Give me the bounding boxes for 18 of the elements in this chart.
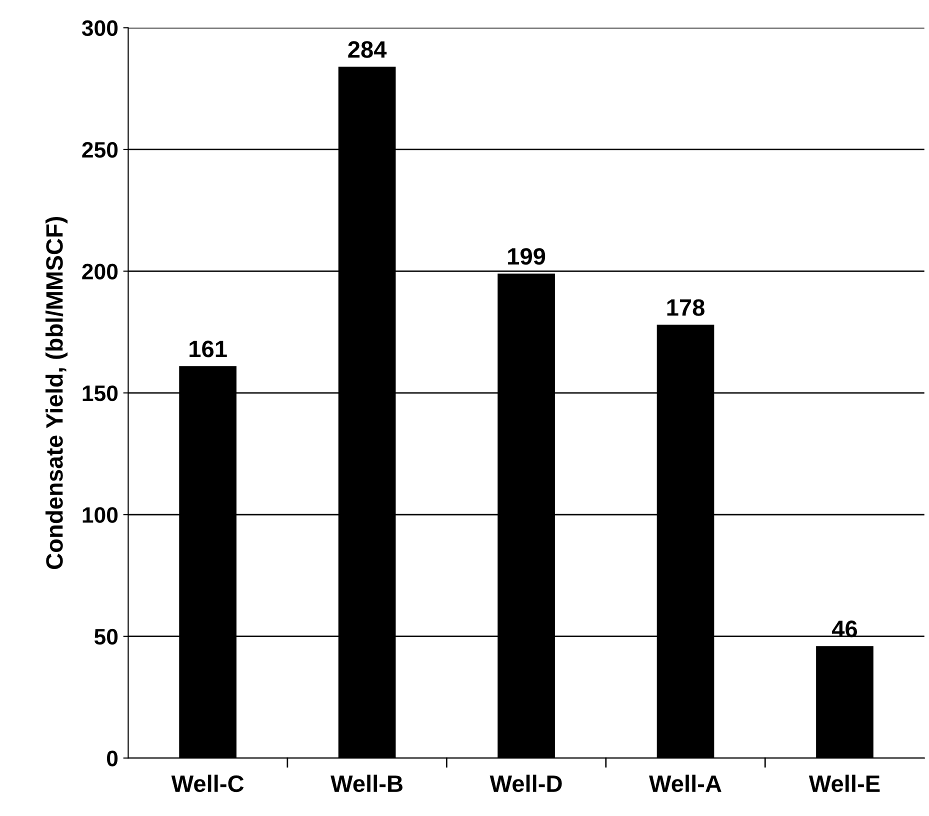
x-tick-label: Well-C [171, 774, 244, 792]
data-label: 161 [190, 340, 227, 358]
y-tick-label: 150 [82, 385, 118, 402]
x-tick-label: Well-A [649, 774, 722, 792]
data-label: 284 [348, 41, 387, 58]
y-axis-title: Condensate Yield, (bbl/MMSCF) [46, 216, 68, 570]
data-label: 178 [667, 299, 704, 316]
y-tick-label: 300 [82, 20, 118, 36]
y-tick-label: 0 [107, 750, 118, 766]
x-tick-label: Well-D [490, 774, 562, 792]
x-tick-label: Well-E [808, 774, 880, 792]
y-tick-label: 50 [94, 628, 118, 645]
x-tick-label: Well-B [330, 774, 402, 792]
y-tick-label: 250 [82, 142, 118, 158]
y-tick-label: 100 [82, 507, 118, 523]
y-tick-label: 200 [82, 264, 118, 280]
data-label: 199 [508, 248, 546, 265]
data-label: 46 [832, 620, 858, 638]
